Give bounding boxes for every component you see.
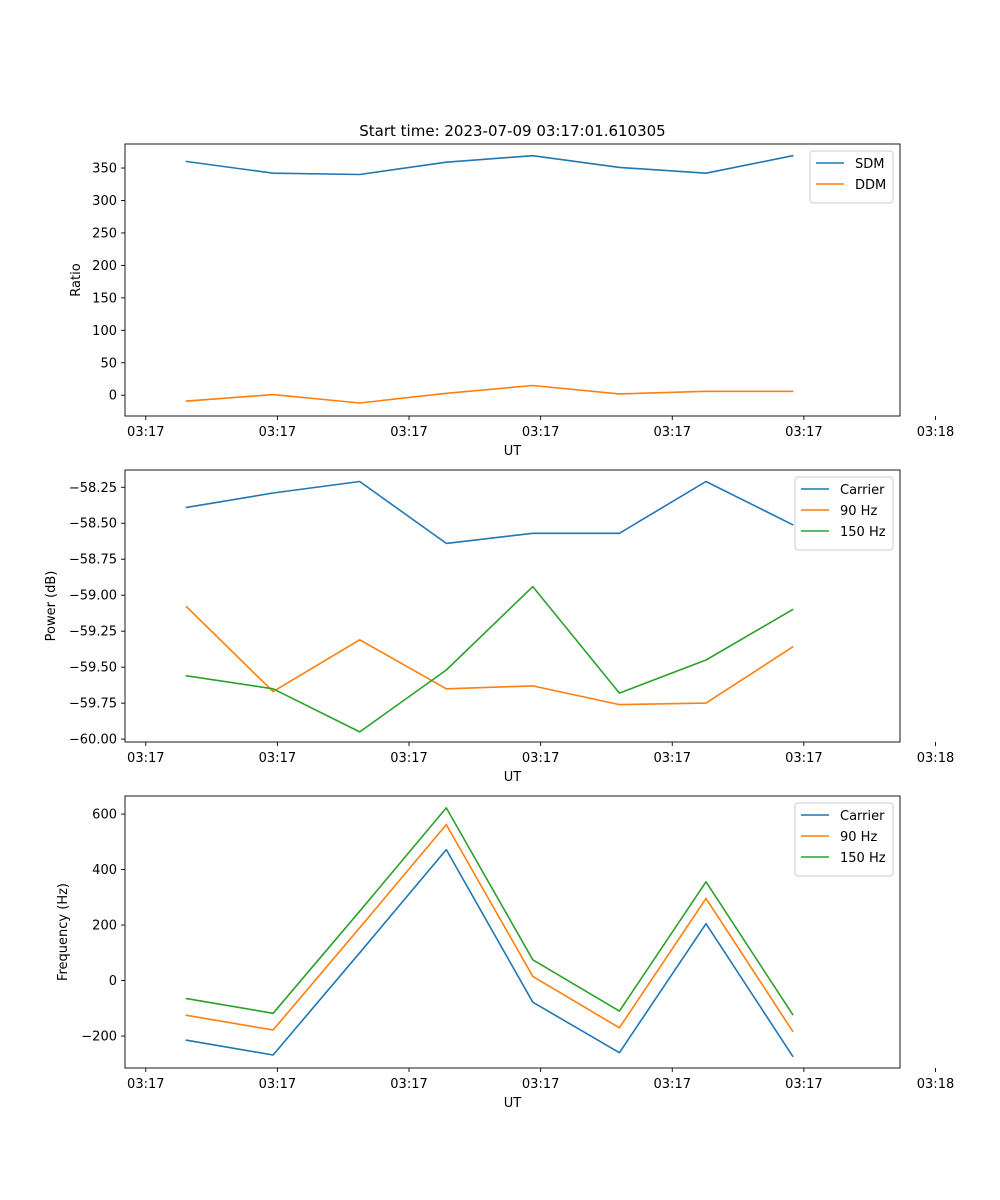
legend: Carrier 90 Hz 150 Hz [794,476,894,551]
x-tick-label: 03:17 [654,1077,691,1092]
x-tick-label: 03:17 [127,1077,164,1092]
x-axis-label: UT [504,770,522,785]
y-tick-label: −200 [81,1030,117,1045]
legend: Carrier 90 Hz 150 Hz [794,802,894,877]
chart-title: Start time: 2023-07-09 03:17:01.610305 [359,122,665,140]
x-tick-label: 03:17 [127,751,164,766]
axes-frame [124,143,901,417]
y-tick-label: 50 [100,356,117,371]
legend-label: SDM [855,157,884,172]
legend-box [809,150,894,204]
legend-label: 150 Hz [840,525,886,540]
y-tick-label: −59.00 [69,589,117,604]
series-line-150-hz [185,585,794,733]
y-axis-label: Frequency (Hz) [56,883,71,981]
y-tick-label: −58.50 [69,517,117,532]
legend-label: DDM [855,178,886,193]
y-tick-label: 150 [92,291,117,306]
series-line-150-hz [185,807,794,1016]
x-tick-label: 03:18 [917,1077,954,1092]
x-tick-label: 03:17 [259,1077,296,1092]
x-tick-label: 03:18 [917,425,954,440]
x-tick-label: 03:17 [259,751,296,766]
series-line-90-hz [185,823,794,1033]
x-tick-label: 03:17 [390,1077,427,1092]
legend: SDM DDM [809,150,894,204]
x-tick-label: 03:17 [785,425,822,440]
x-tick-label: 03:17 [390,425,427,440]
y-tick-label: 0 [109,389,117,404]
y-tick-label: 600 [92,808,117,823]
legend-label: 90 Hz [840,830,877,845]
x-tick-label: 03:17 [390,751,427,766]
x-tick-label: 03:18 [917,751,954,766]
subplot-3: 03:17 03:17 03:17 03:17 03:17 03:17 03:18 −200 0… [56,795,954,1111]
y-tick-label: 200 [92,259,117,274]
axes-frame [124,469,901,743]
y-tick-label: 0 [109,974,117,989]
axes-frame [124,795,901,1069]
x-axis-label: UT [504,1096,522,1111]
y-tick-label: −59.50 [69,661,117,676]
series-line-sdm [185,154,794,176]
subplot-1: 03:17 03:17 03:17 03:17 03:17 03:17 03:18 0 50 10… [69,122,954,459]
y-tick-label: 200 [92,919,117,934]
x-tick-label: 03:17 [654,425,691,440]
legend-label: 150 Hz [840,851,886,866]
series-line-carrier [185,848,794,1058]
x-tick-label: 03:17 [127,425,164,440]
x-tick-label: 03:17 [785,1077,822,1092]
y-tick-label: −59.25 [69,625,117,640]
y-tick-label: 400 [92,863,117,878]
legend-label: Carrier [840,809,885,824]
series-line-carrier [185,480,794,545]
x-tick-label: 03:17 [785,751,822,766]
x-axis-label: UT [504,444,522,459]
legend-label: 90 Hz [840,504,877,519]
y-tick-label: −59.75 [69,697,117,712]
x-tick-label: 03:17 [654,751,691,766]
y-axis-label: Power (dB) [44,571,59,642]
x-tick-label: 03:17 [259,425,296,440]
x-tick-label: 03:17 [522,425,559,440]
legend-label: Carrier [840,483,885,498]
y-tick-label: −58.25 [69,481,117,496]
x-tick-label: 03:17 [522,751,559,766]
y-tick-label: −58.75 [69,553,117,568]
subplot-2: 03:17 03:17 03:17 03:17 03:17 03:17 03:18 −60.0… [44,469,954,785]
y-tick-label: 350 [92,162,117,177]
series-line-ddm [185,384,794,404]
y-tick-label: 300 [92,194,117,209]
y-tick-label: 100 [92,324,117,339]
series-line-90-hz [185,605,794,706]
y-tick-label: −60.00 [69,733,117,748]
x-tick-label: 03:17 [522,1077,559,1092]
y-tick-label: 250 [92,226,117,241]
y-axis-label: Ratio [69,263,84,296]
